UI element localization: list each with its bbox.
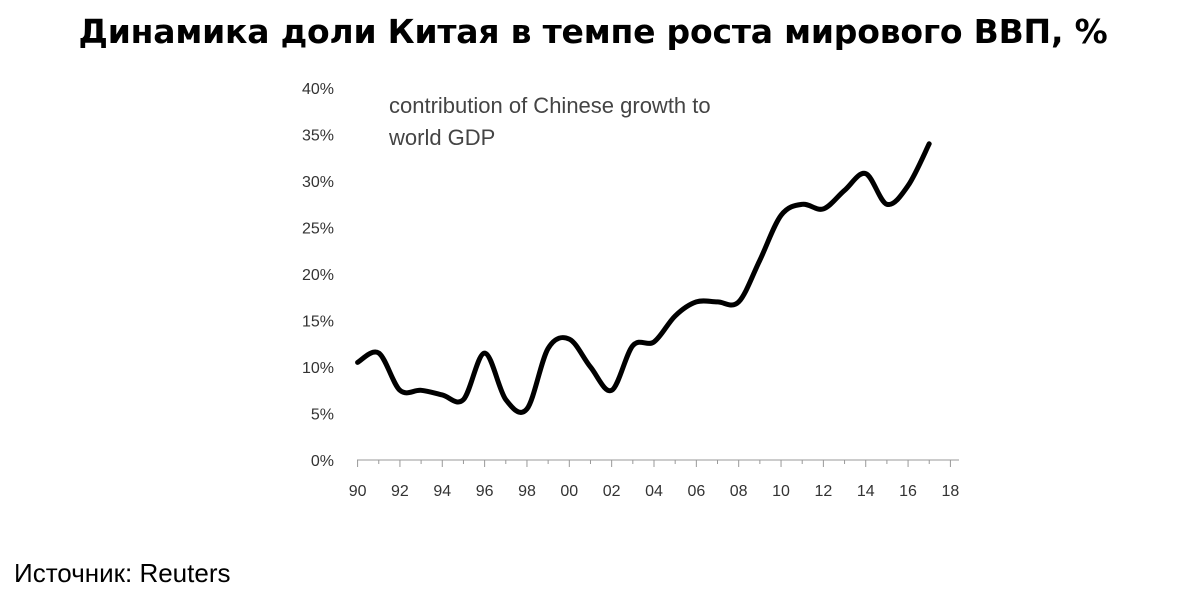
series-line: [355, 141, 932, 415]
x-tick-label: 94: [433, 483, 451, 500]
x-tick-label: 12: [814, 483, 832, 500]
chart-annotation: contribution of Chinese growth to world G…: [388, 93, 711, 150]
y-tick-label: 10%: [302, 360, 334, 377]
y-axis-tick-labels: 0% 5% 10% 15% 20% 25% 30% 35% 40%: [302, 81, 334, 470]
y-tick-label: 0%: [311, 453, 334, 470]
series-lines: [355, 141, 932, 415]
x-tick-label: 90: [349, 483, 367, 500]
x-tick-label: 00: [560, 483, 578, 500]
x-tick-label: 04: [645, 483, 663, 500]
y-tick-label: 35%: [302, 128, 334, 145]
x-tick-label: 06: [687, 483, 705, 500]
x-tick-label: 14: [857, 483, 875, 500]
annotation-line: contribution of Chinese growth to: [389, 93, 711, 118]
source-note: Источник: Reuters: [14, 558, 231, 588]
x-tick-label: 02: [603, 483, 621, 500]
y-tick-label: 5%: [311, 407, 334, 424]
y-tick-label: 25%: [302, 221, 334, 238]
x-tick-label: 92: [391, 483, 409, 500]
x-axis: 90 92 94 96 98 00 02 04 06 08 10 12 14 16 18: [349, 459, 960, 500]
x-tick-label: 96: [476, 483, 494, 500]
x-tick-label: 16: [899, 483, 917, 500]
y-tick-label: 30%: [302, 174, 334, 191]
annotation-line: world GDP: [388, 125, 495, 150]
x-tick-label: 10: [772, 483, 790, 500]
y-tick-label: 40%: [302, 81, 334, 98]
y-tick-label: 20%: [302, 267, 334, 284]
y-tick-label: 15%: [302, 314, 334, 331]
page-title: Динамика доли Китая в темпе роста мирово…: [78, 12, 1108, 51]
x-tick-label: 18: [942, 483, 960, 500]
x-tick-label: 08: [730, 483, 748, 500]
x-tick-label: 98: [518, 483, 536, 500]
